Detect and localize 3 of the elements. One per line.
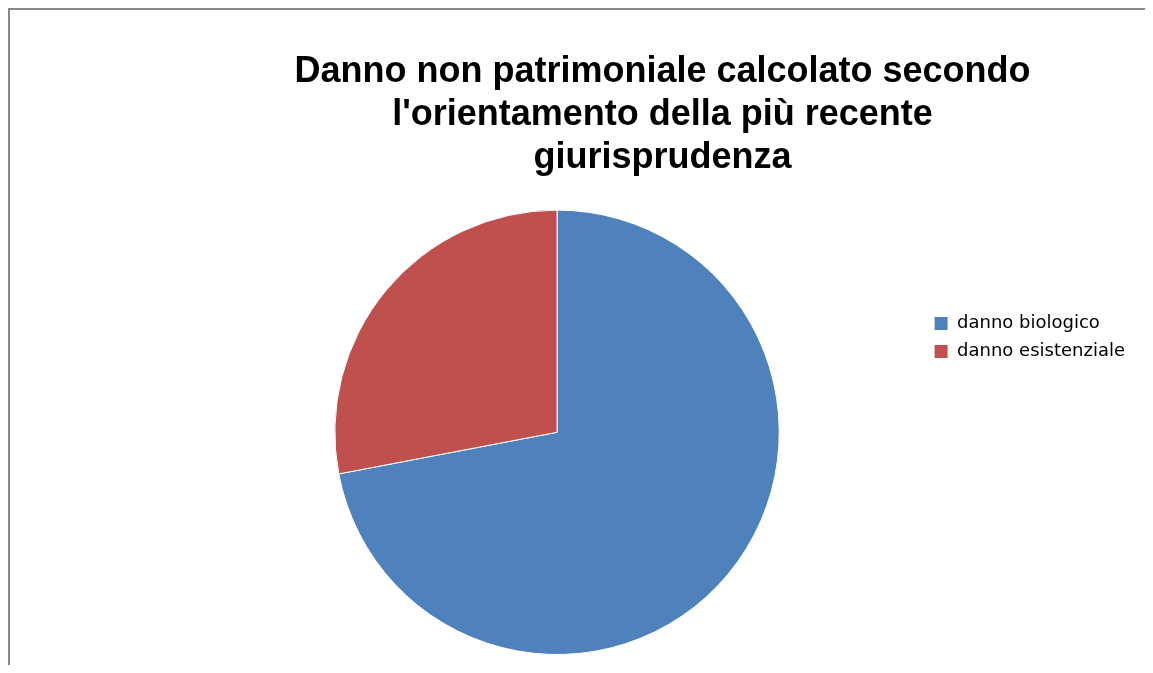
legend-label: danno esistenziale xyxy=(957,339,1125,361)
legend-label: danno biologico xyxy=(957,311,1100,333)
chart-title: Danno non patrimoniale calcolato secondo l'orientamento della più recente giurisprudenza xyxy=(294,48,1031,176)
